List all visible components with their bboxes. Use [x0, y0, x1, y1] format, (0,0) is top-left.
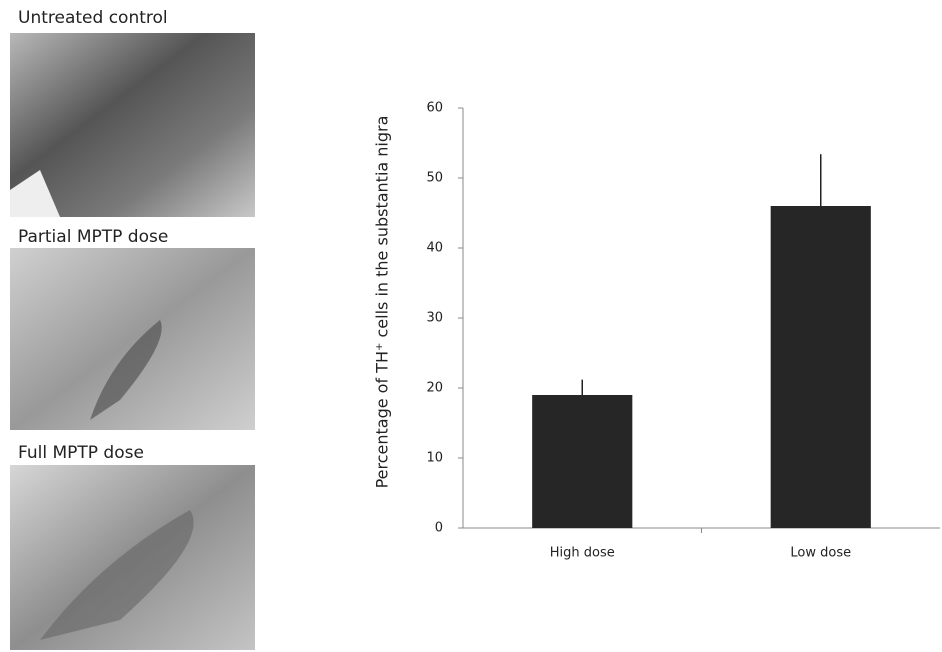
y-axis-label: Percentage of TH⁺ cells in the substanti… [373, 116, 392, 489]
micrograph-detail [40, 510, 194, 640]
y-tick-label: 30 [426, 311, 443, 326]
bar [770, 206, 871, 528]
x-tick-label: High dose [550, 546, 615, 561]
panel-label: Partial MPTP dose [18, 227, 168, 247]
micrograph-detail [10, 170, 60, 217]
y-tick-label: 60 [426, 101, 443, 116]
y-tick-label: 20 [426, 381, 443, 396]
micrograph-detail [90, 320, 162, 420]
y-tick-label: 40 [426, 241, 443, 256]
y-tick-label: 10 [426, 451, 443, 466]
panel-label: Full MPTP dose [18, 443, 144, 463]
panel-label: Untreated control [18, 8, 168, 28]
y-tick-label: 0 [435, 521, 443, 536]
y-tick-label: 50 [426, 171, 443, 186]
bar [532, 395, 633, 528]
x-tick-label: Low dose [790, 546, 851, 561]
micrograph [10, 248, 255, 430]
micrograph [10, 33, 255, 217]
